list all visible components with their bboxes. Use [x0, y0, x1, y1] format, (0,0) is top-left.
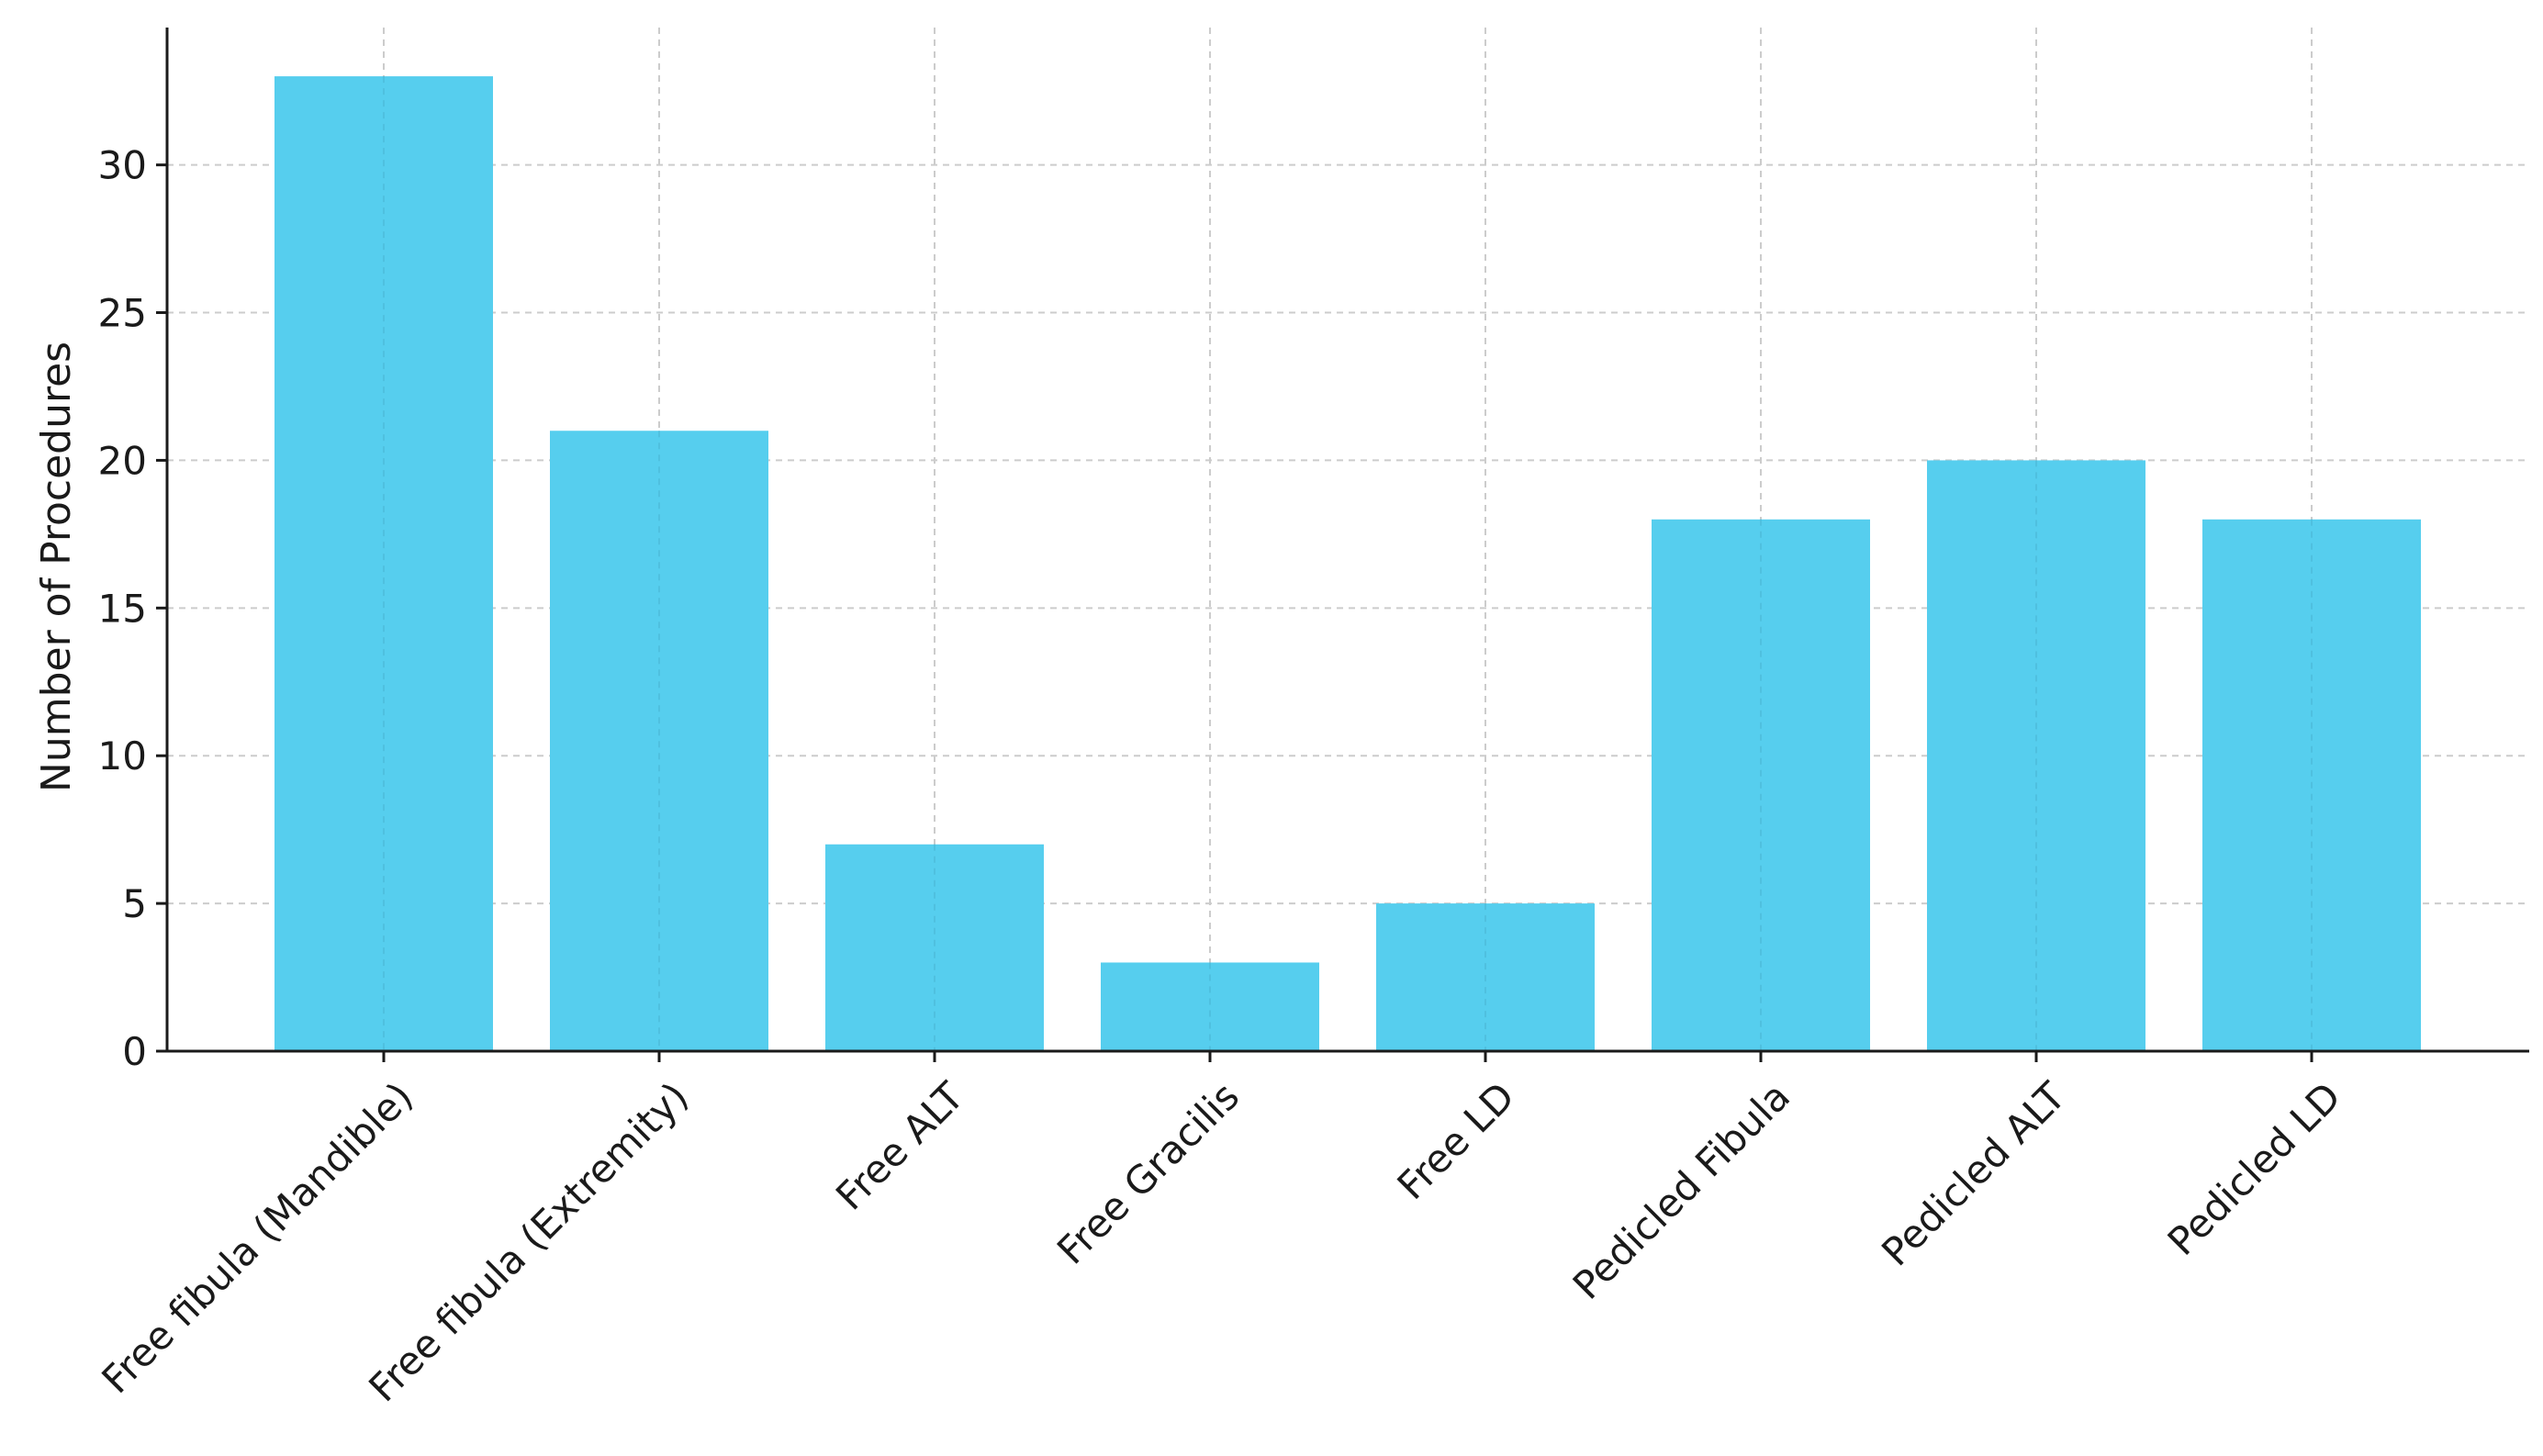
y-tick-label-25: 25 [98, 291, 147, 336]
y-tick-label-20: 20 [98, 438, 147, 483]
y-tick-label-15: 15 [98, 586, 147, 631]
x-tick-label-1: Free fibula (Extremity) [360, 1073, 697, 1410]
y-tick-label-0: 0 [122, 1029, 147, 1074]
x-tick-label-2: Free ALT [827, 1073, 972, 1218]
y-tick-label-30: 30 [98, 143, 147, 188]
x-tick-label-3: Free Gracilis [1048, 1073, 1248, 1272]
x-tick-label-0: Free fibula (Mandible) [93, 1073, 421, 1402]
y-tick-label-5: 5 [122, 881, 147, 926]
x-tick-label-7: Pedicled LD [2159, 1073, 2349, 1263]
labels-layer: Number of Procedures [33, 342, 80, 792]
grid-layer [167, 28, 2529, 1051]
x-tick-label-5: Pedicled Fibula [1564, 1073, 1798, 1307]
vgrid-over-layer [383, 76, 2313, 1051]
axes-layer [165, 28, 2529, 1053]
y-tick-label-10: 10 [98, 734, 147, 778]
bar-2 [825, 844, 1044, 1051]
bars-layer [274, 76, 2421, 1052]
y-axis-label: Number of Procedures [33, 342, 80, 792]
x-tick-label-4: Free LD [1389, 1073, 1524, 1208]
x-tick-label-6: Pedicled ALT [1873, 1073, 2074, 1274]
